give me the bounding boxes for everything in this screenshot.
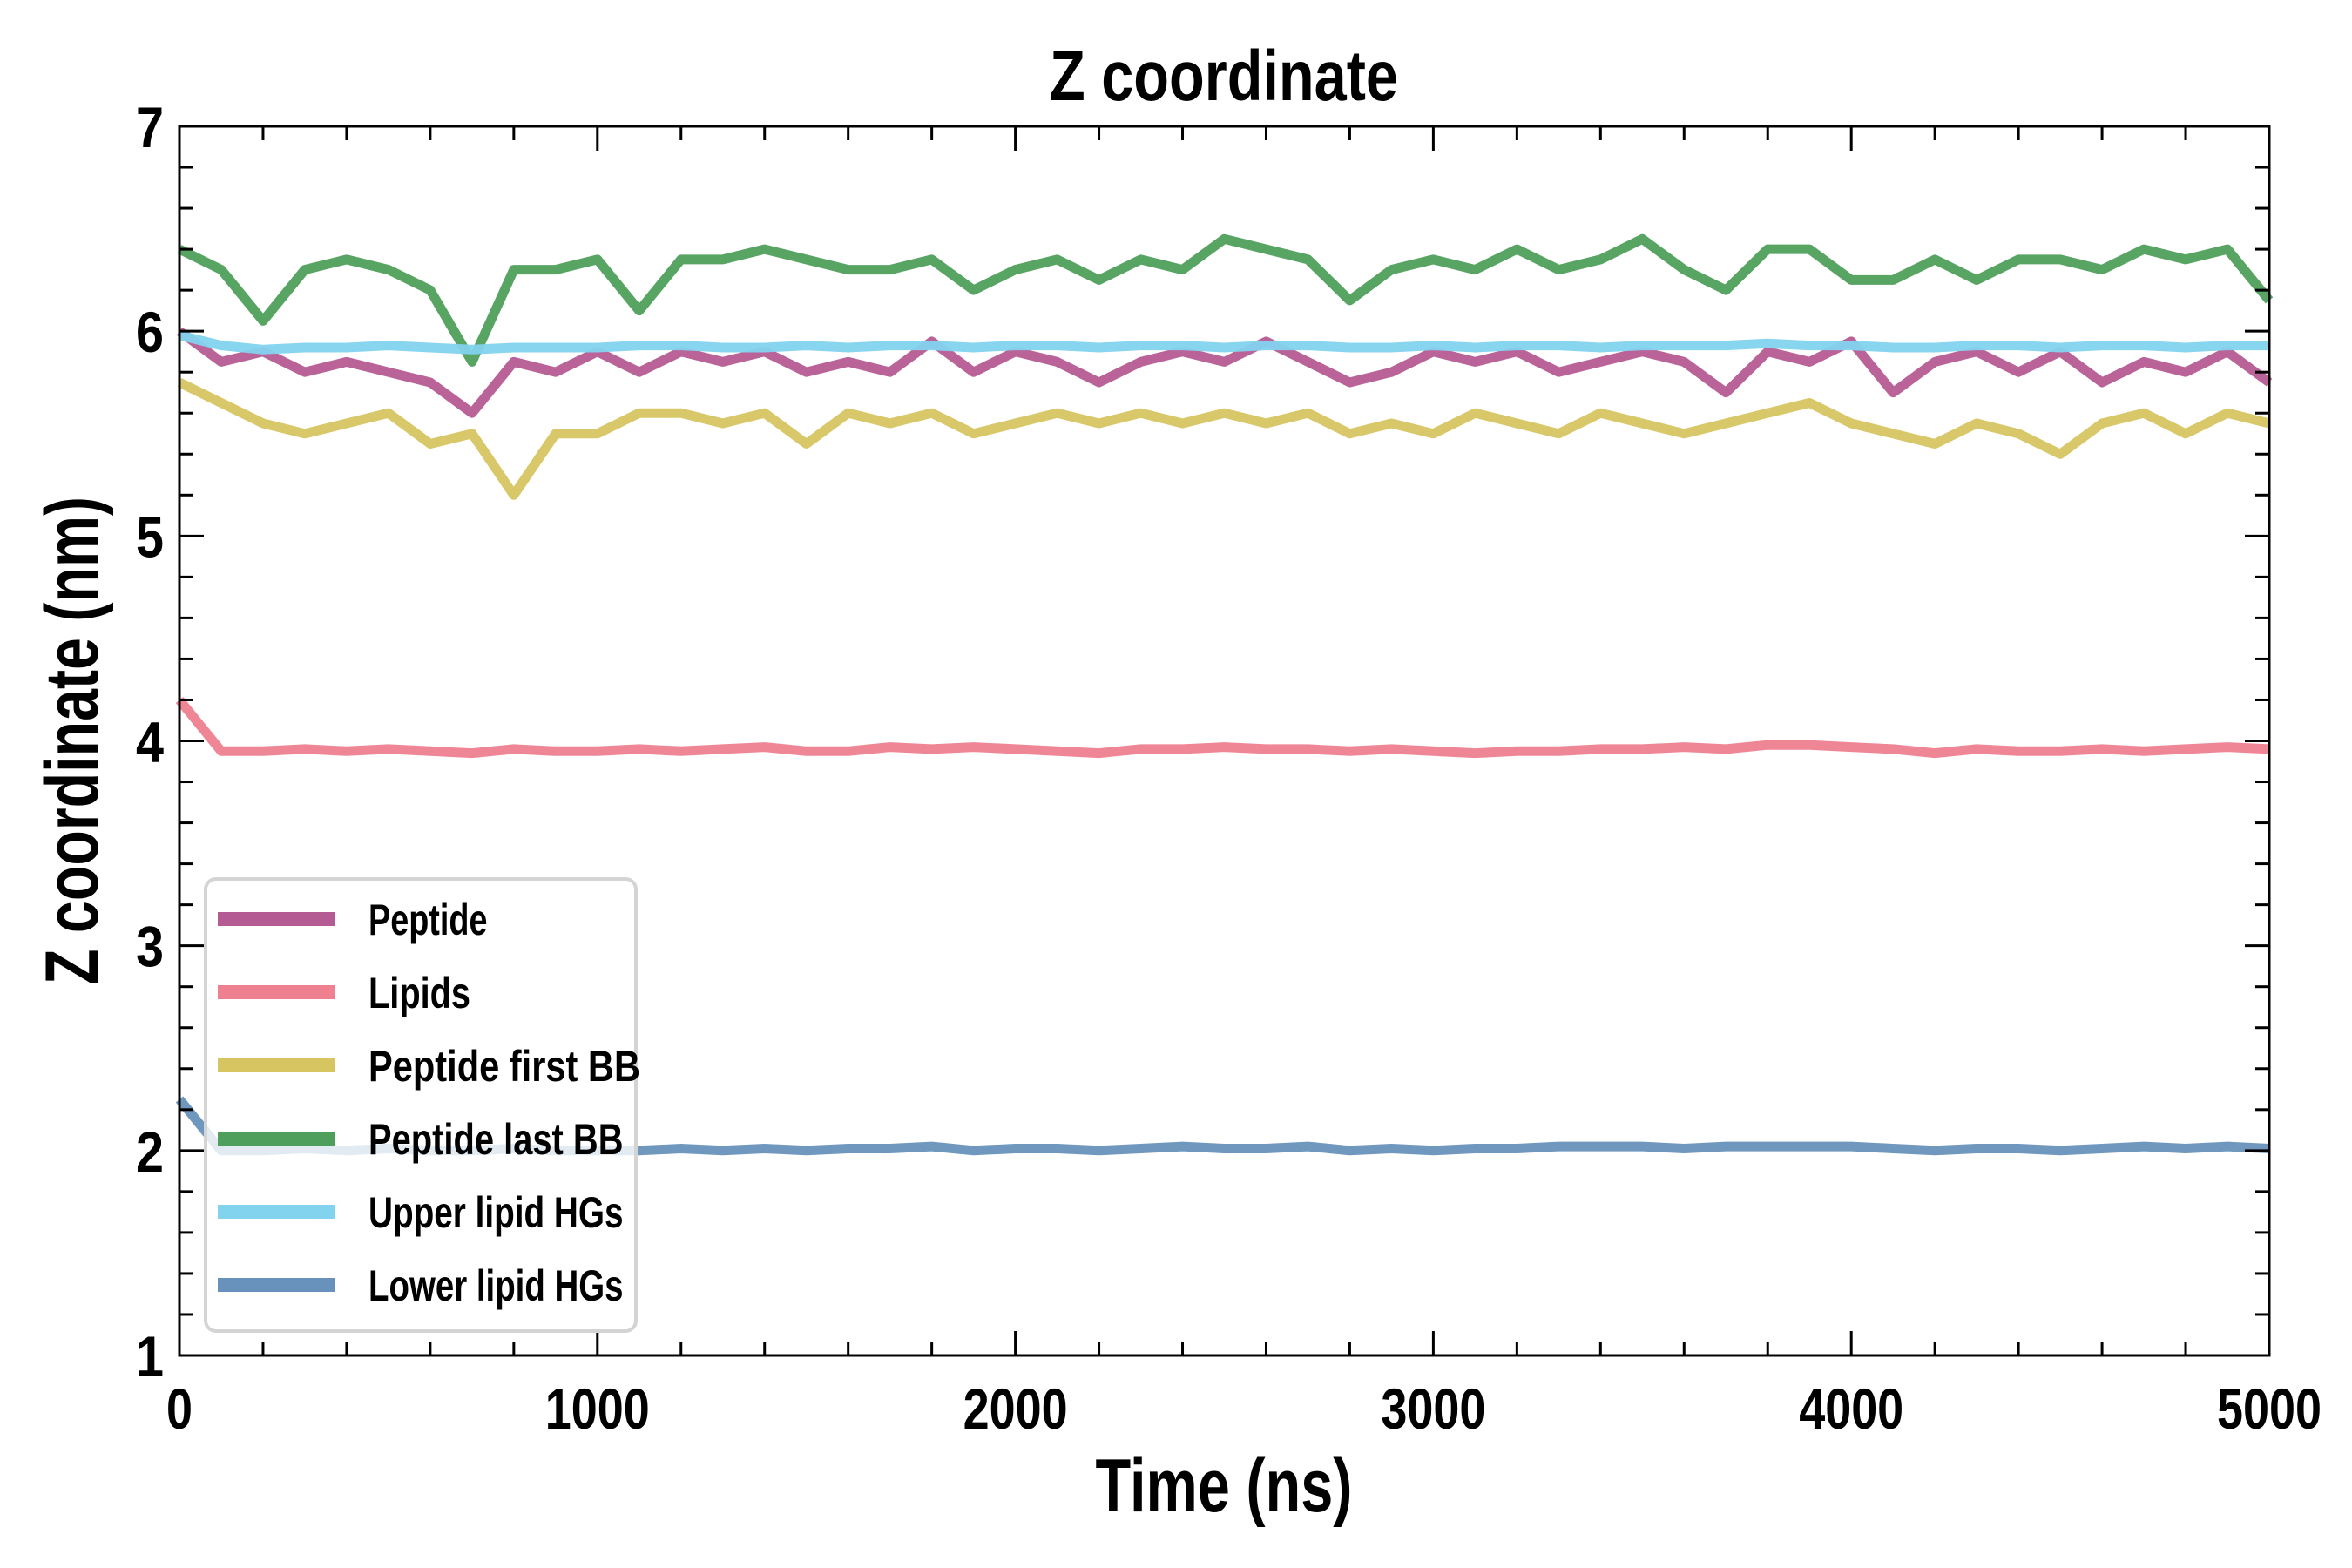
- legend-item: Lipids: [218, 969, 470, 1017]
- series-line-lipids: [175, 697, 2270, 759]
- ticks-layer: 0 1000 2000 3000 4000 5000 1 2 3 4 5 6 7: [136, 95, 2322, 1441]
- legend-item: Peptide last BB: [218, 1115, 624, 1164]
- chart-title: Z coordinate: [1050, 37, 1398, 116]
- y-axis-label: Z coordinate (nm): [30, 497, 114, 984]
- y-tick-label: 2: [136, 1119, 164, 1184]
- series-line-upper-lipid-hgs: [178, 330, 2269, 355]
- legend-item: Upper lipid HGs: [218, 1188, 624, 1237]
- series-line-peptide-last-bb: [177, 233, 2274, 367]
- y-tick-label: 6: [136, 300, 164, 364]
- legend-item: Peptide: [218, 896, 488, 944]
- y-tick-label: 3: [136, 915, 164, 979]
- y-tick-label: 1: [136, 1324, 164, 1389]
- legend: Peptide Lipids Peptide first BB Peptide las…: [204, 877, 640, 1333]
- legend-label: Peptide last BB: [368, 1115, 624, 1164]
- y-tick-label: 4: [136, 710, 164, 774]
- x-tick-label: 1000: [545, 1376, 650, 1441]
- x-tick-label: 3000: [1381, 1376, 1485, 1441]
- legend-item: Peptide first BB: [218, 1042, 640, 1091]
- series-line-peptide-first-bb: [177, 378, 2271, 500]
- legend-label: Lipids: [368, 969, 470, 1017]
- series-line-peptide: [176, 327, 2273, 418]
- y-tick-label: 7: [136, 95, 164, 159]
- y-tick-label: 5: [136, 504, 164, 569]
- x-tick-label: 2000: [963, 1376, 1068, 1441]
- x-axis-label: Time (ns): [1096, 1444, 1353, 1528]
- legend-item: Lower lipid HGs: [218, 1261, 624, 1310]
- legend-label: Peptide: [368, 896, 488, 944]
- legend-label: Peptide first BB: [368, 1042, 640, 1091]
- legend-label: Upper lipid HGs: [368, 1188, 624, 1237]
- legend-label: Lower lipid HGs: [368, 1261, 624, 1310]
- plot-frame: [178, 125, 2271, 1357]
- x-tick-label: 0: [166, 1376, 193, 1441]
- x-tick-label: 4000: [1799, 1376, 1903, 1441]
- x-tick-label: 5000: [2217, 1376, 2322, 1441]
